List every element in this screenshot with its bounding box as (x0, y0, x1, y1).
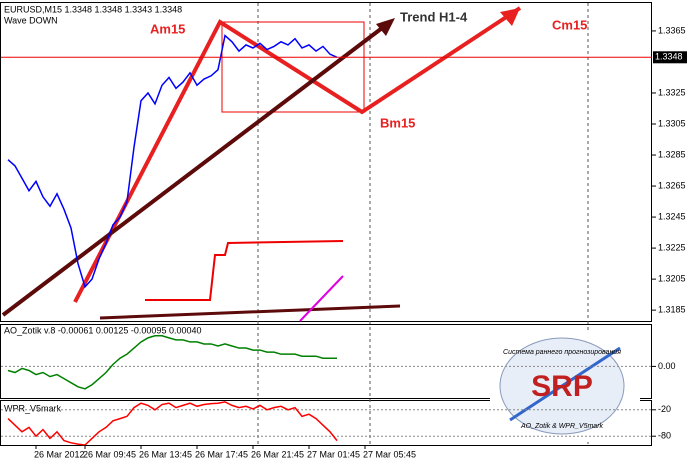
series-line (7, 401, 338, 446)
logo: Система раннего прогнозирования SRP AO_Z… (490, 330, 640, 442)
series-line (7, 335, 337, 390)
x-tick-label: 26 Mar 21:45 (251, 449, 304, 459)
x-tick-label: 26 Mar 13:45 (139, 449, 192, 459)
annotation: Am15 (150, 21, 185, 36)
logo-footer: AO_Zotik & WPR_V5mark (520, 423, 604, 430)
ao-frame (0, 324, 652, 399)
current-price-label: 1.3348 (655, 52, 683, 62)
x-tick-label: 27 Mar 05:45 (363, 449, 416, 459)
y-tick-label: 1.3265 (658, 180, 686, 190)
x-tick-label: 26 Mar 09:45 (83, 449, 136, 459)
y-tick-label: 1.3245 (658, 211, 686, 221)
indicator-line (299, 275, 344, 322)
current-price-box (653, 51, 687, 64)
range-box (221, 21, 365, 113)
y-tick-label: 1.3305 (658, 118, 686, 128)
y-tick-label: -20 (658, 404, 671, 414)
logo-arc-text: Система раннего прогнозирования (503, 349, 621, 356)
annotation: Bm15 (380, 115, 415, 130)
y-tick-label: -80 (658, 431, 671, 441)
annotation: Cm15 (552, 17, 587, 32)
support-line (99, 304, 401, 320)
arrow-head (500, 8, 520, 26)
panel-title: WPR_V5mark (4, 403, 62, 413)
logo-arrow (509, 346, 621, 422)
x-tick-label: 26 Mar 2012 (34, 449, 85, 459)
price-frame (0, 2, 652, 322)
y-tick-label: 1.3205 (658, 273, 686, 283)
trend-line (1, 20, 392, 317)
panel-title: EURUSD,M15 1.3348 1.3348 1.3343 1.3348 (4, 4, 182, 14)
logo-name: SRP (531, 370, 593, 403)
panel-title: AO_Zotik v.8 -0.00061 0.00125 -0.00095 0… (4, 325, 201, 335)
y-tick-label: 1.3325 (658, 87, 686, 97)
x-tick-label: 27 Mar 01:45 (307, 449, 360, 459)
y-tick-label: 0.00 (658, 361, 676, 371)
annotation: Trend H1-4 (400, 9, 468, 24)
wpr-frame (0, 400, 652, 446)
wave-lines (73, 6, 522, 303)
y-tick-label: 1.3285 (658, 149, 686, 159)
stop-line (145, 240, 344, 301)
arrow-head (376, 18, 395, 36)
panel-subtitle: Wave DOWN (4, 15, 58, 25)
y-tick-label: 1.3365 (658, 25, 686, 35)
y-tick-label: 1.3225 (658, 242, 686, 252)
series-line (7, 34, 338, 289)
y-tick-label: 1.3185 (658, 305, 686, 315)
x-tick-label: 26 Mar 17:45 (195, 449, 248, 459)
